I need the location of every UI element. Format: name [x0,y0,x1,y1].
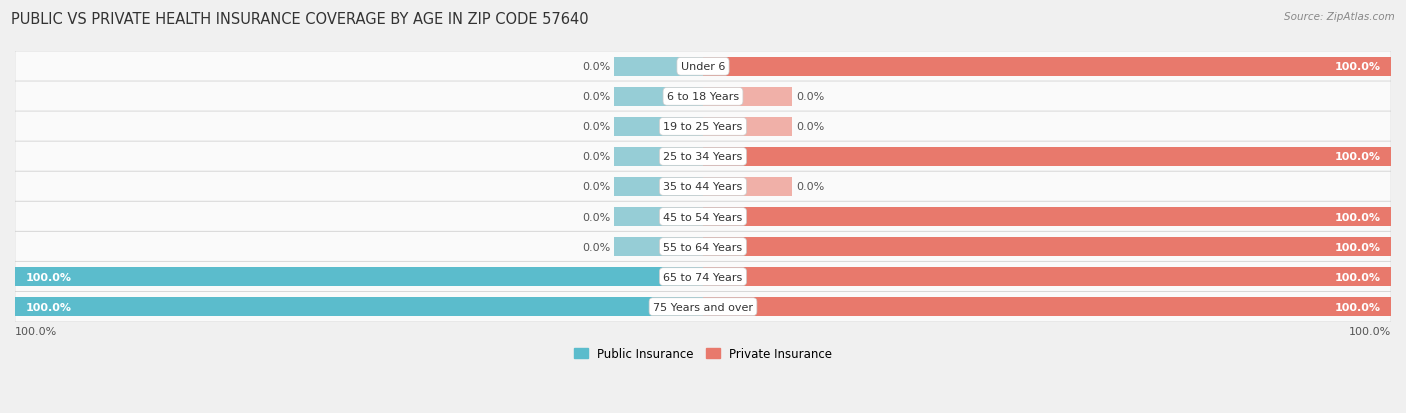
Text: 0.0%: 0.0% [582,92,610,102]
Text: 100.0%: 100.0% [15,326,58,336]
Bar [15,298,703,316]
Text: 75 Years and over: 75 Years and over [652,302,754,312]
Text: 65 to 74 Years: 65 to 74 Years [664,272,742,282]
Bar [703,58,1391,76]
Bar [613,208,703,226]
Bar [703,88,793,107]
Text: PUBLIC VS PRIVATE HEALTH INSURANCE COVERAGE BY AGE IN ZIP CODE 57640: PUBLIC VS PRIVATE HEALTH INSURANCE COVER… [11,12,589,27]
Text: 19 to 25 Years: 19 to 25 Years [664,122,742,132]
Text: 45 to 54 Years: 45 to 54 Years [664,212,742,222]
Bar [613,88,703,107]
Text: 0.0%: 0.0% [796,92,824,102]
Bar [703,208,1391,226]
Text: 0.0%: 0.0% [582,242,610,252]
Bar [703,148,1391,166]
FancyBboxPatch shape [15,232,1391,262]
FancyBboxPatch shape [15,202,1391,232]
Bar [15,268,703,286]
Bar [613,148,703,166]
FancyBboxPatch shape [15,262,1391,292]
FancyBboxPatch shape [15,142,1391,172]
Text: 100.0%: 100.0% [25,302,72,312]
Bar [703,237,1391,256]
Text: 0.0%: 0.0% [796,182,824,192]
Text: 100.0%: 100.0% [1334,152,1381,162]
Text: 100.0%: 100.0% [25,272,72,282]
Bar [613,58,703,76]
Bar [703,178,793,196]
Text: 0.0%: 0.0% [582,212,610,222]
Text: 100.0%: 100.0% [1334,212,1381,222]
Text: 100.0%: 100.0% [1334,62,1381,72]
Bar [613,237,703,256]
Bar [703,268,1391,286]
Bar [703,298,1391,316]
Bar [703,118,793,136]
Text: 100.0%: 100.0% [1334,242,1381,252]
Bar [613,118,703,136]
FancyBboxPatch shape [15,292,1391,322]
Text: 100.0%: 100.0% [1348,326,1391,336]
Text: 0.0%: 0.0% [582,62,610,72]
Text: Source: ZipAtlas.com: Source: ZipAtlas.com [1284,12,1395,22]
Text: 25 to 34 Years: 25 to 34 Years [664,152,742,162]
FancyBboxPatch shape [15,112,1391,142]
Text: 35 to 44 Years: 35 to 44 Years [664,182,742,192]
Text: 0.0%: 0.0% [582,122,610,132]
Text: 0.0%: 0.0% [796,122,824,132]
Text: 100.0%: 100.0% [1334,302,1381,312]
Legend: Public Insurance, Private Insurance: Public Insurance, Private Insurance [569,342,837,365]
FancyBboxPatch shape [15,82,1391,112]
Text: 100.0%: 100.0% [1334,272,1381,282]
Bar [613,178,703,196]
Text: 55 to 64 Years: 55 to 64 Years [664,242,742,252]
Text: 6 to 18 Years: 6 to 18 Years [666,92,740,102]
FancyBboxPatch shape [15,172,1391,202]
Text: 0.0%: 0.0% [582,152,610,162]
Text: 0.0%: 0.0% [582,182,610,192]
FancyBboxPatch shape [15,52,1391,83]
Text: Under 6: Under 6 [681,62,725,72]
